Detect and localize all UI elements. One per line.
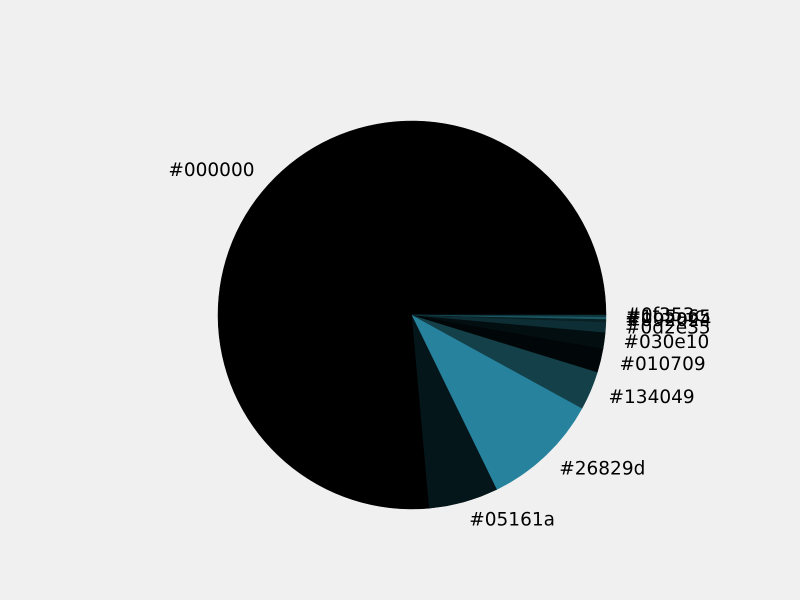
slice-label: #0f353c — [625, 305, 704, 326]
slice-label: #05161a — [469, 510, 555, 531]
slice-label: #134049 — [609, 387, 695, 408]
slice-label: #030e10 — [624, 332, 710, 353]
slice-label: #26829d — [559, 458, 645, 479]
pie-slices — [217, 120, 607, 510]
slice-label: #010709 — [619, 354, 705, 375]
slice-label: #000000 — [168, 160, 254, 181]
slice-label: #092024 — [625, 310, 711, 331]
slice-label: #1b5a65 — [625, 307, 711, 328]
pie-slice — [411, 314, 583, 490]
slice-label: #0d2e35 — [625, 317, 711, 338]
pie-slice — [411, 314, 607, 317]
pie-labels: #000000 #05161a #26829d #134049 #010709#030e… — [168, 160, 711, 531]
